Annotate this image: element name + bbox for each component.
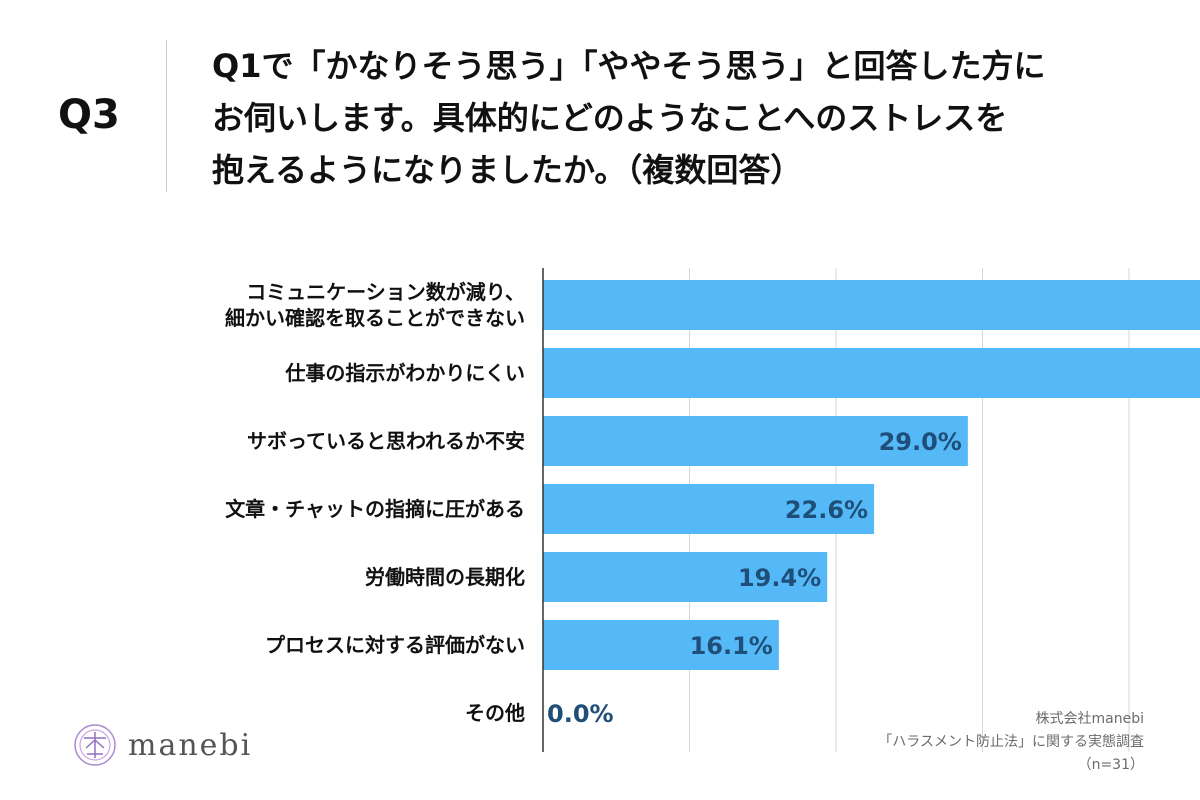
data-label: 22.6% — [785, 496, 868, 524]
bar — [543, 552, 828, 602]
data-label: 16.1% — [690, 632, 773, 660]
bar — [543, 484, 875, 534]
category-label: その他 — [465, 701, 525, 725]
question-title: Q1で「かなりそう思う」「ややそう思う」と回答した方に お伺いします。具体的にど… — [212, 40, 1172, 196]
category-label: 文章・チャットの指摘に圧がある — [225, 497, 525, 521]
header-divider — [166, 40, 167, 192]
bar — [543, 620, 779, 670]
sample-size: （n=31） — [1077, 757, 1144, 773]
category-label-line: 文章・チャットの指摘に圧がある — [225, 497, 525, 521]
source-survey: 「ハラスメント防止法」に関する実態調査 — [878, 734, 1144, 750]
source-company: 株式会社manebi — [1035, 711, 1144, 727]
question-title-line: お伺いします。具体的にどのようなことへのストレスを — [212, 99, 1008, 137]
bar — [543, 416, 968, 466]
bar — [543, 348, 1200, 398]
data-label: 19.4% — [738, 564, 821, 592]
category-label-line: コミュニケーション数が減り、 — [246, 280, 525, 304]
category-label-line: サボっていると思われるか不安 — [247, 429, 525, 453]
data-label: 0.0% — [547, 700, 614, 728]
brand-logo: manebi — [72, 722, 252, 768]
category-label-line: 仕事の指示がわかりにくい — [284, 361, 525, 385]
category-label-line: 労働時間の長期化 — [365, 565, 525, 589]
category-label-line: 細かい確認を取ることができない — [225, 306, 525, 330]
category-label: コミュニケーション数が減り、細かい確認を取ることができない — [225, 280, 525, 330]
manebi-logo-icon — [74, 724, 116, 766]
category-label: 労働時間の長期化 — [365, 565, 525, 589]
source-note: 株式会社manebi 「ハラスメント防止法」に関する実態調査 （n=31） — [878, 708, 1144, 777]
question-title-line: Q1で「かなりそう思う」「ややそう思う」と回答した方に — [212, 47, 1046, 85]
category-label: 仕事の指示がわかりにくい — [284, 361, 525, 385]
brand-name: manebi — [128, 727, 253, 763]
data-label: 29.0% — [879, 428, 962, 456]
category-label-line: プロセスに対する評価がない — [265, 633, 525, 657]
category-label: プロセスに対する評価がない — [265, 633, 525, 657]
category-label: サボっていると思われるか不安 — [247, 429, 525, 453]
bar — [543, 280, 1200, 330]
question-number: Q3 — [58, 92, 120, 138]
category-label-line: その他 — [465, 701, 525, 725]
question-title-line: 抱えるようになりましたか。（複数回答） — [212, 151, 803, 189]
